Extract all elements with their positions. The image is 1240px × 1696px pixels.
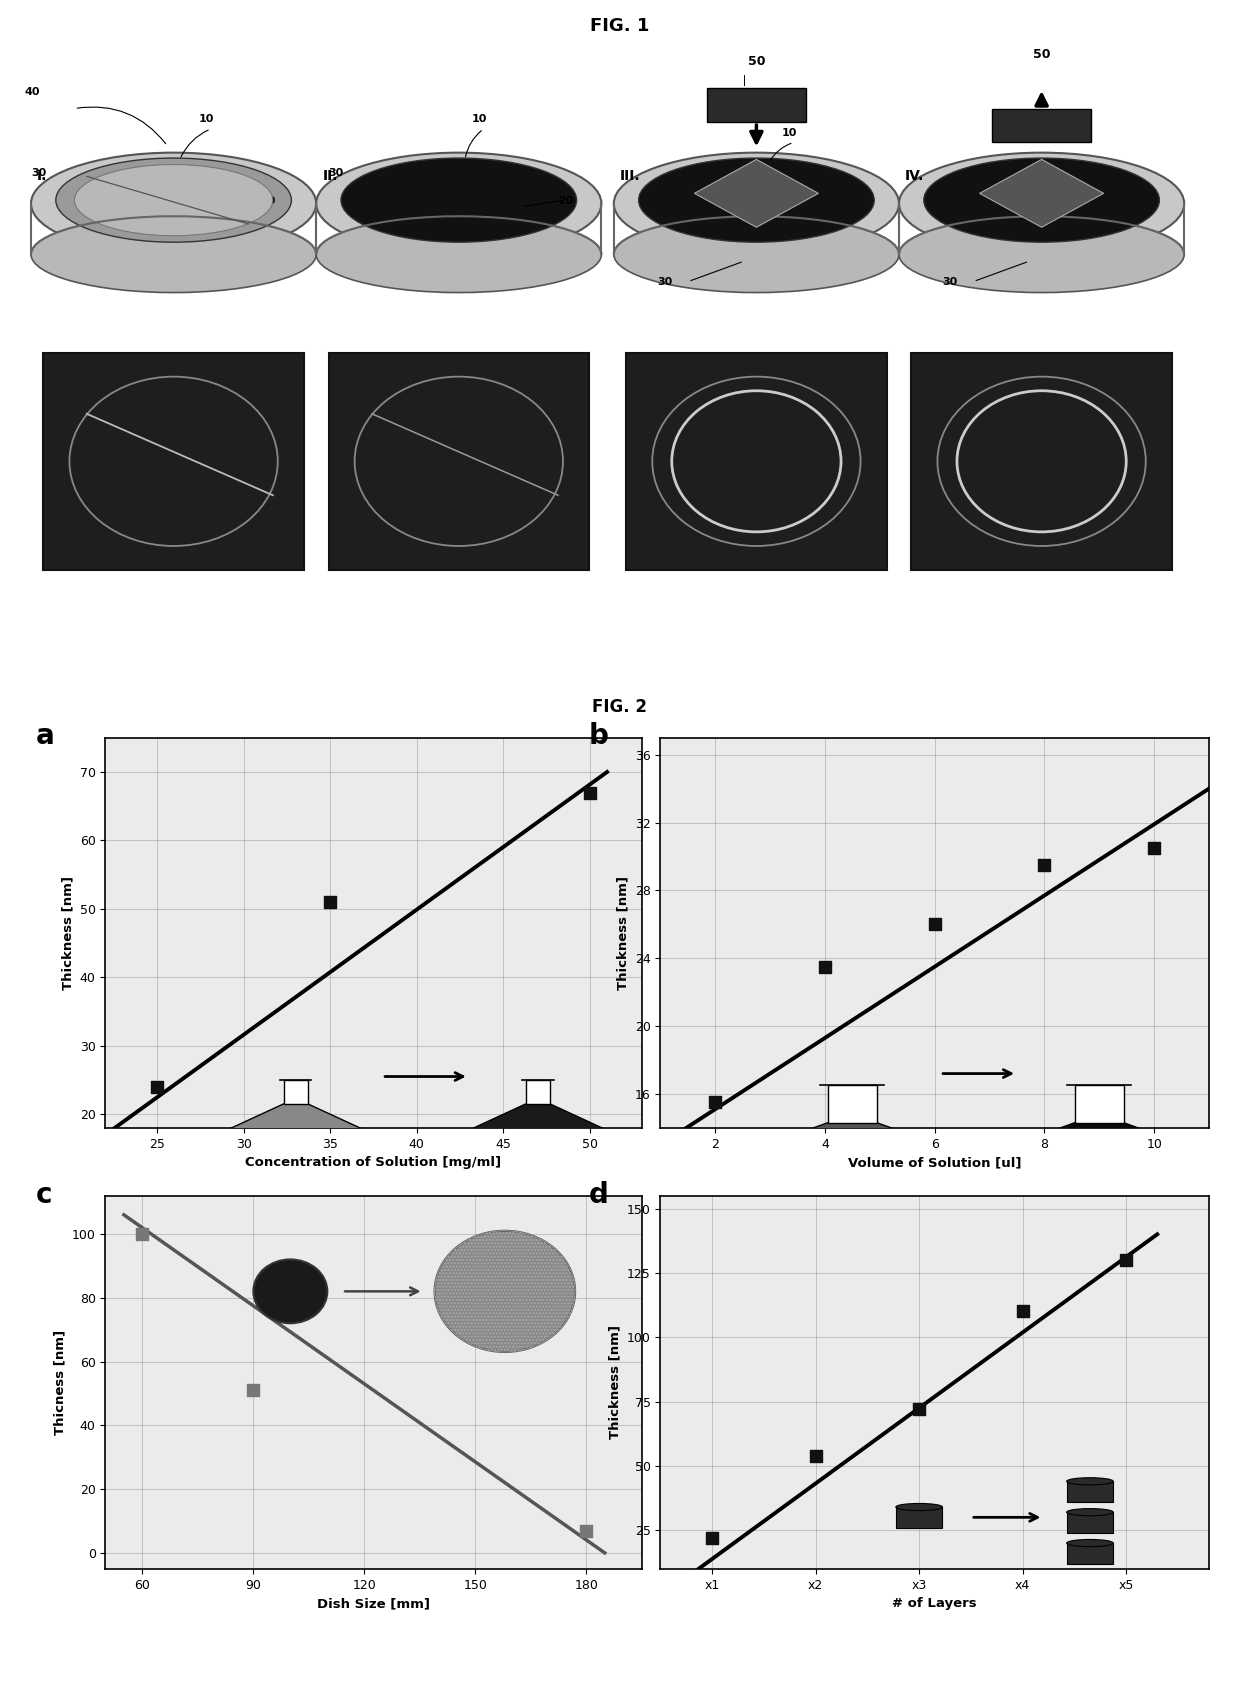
Bar <box>526 1080 551 1104</box>
Ellipse shape <box>1066 1540 1114 1547</box>
Polygon shape <box>453 1104 622 1138</box>
Point <box>925 911 945 938</box>
Text: I.: I. <box>37 170 47 183</box>
Point <box>320 889 340 916</box>
Bar <box>1066 1481 1114 1503</box>
Point <box>243 1377 263 1404</box>
Text: FIG. 1: FIG. 1 <box>590 17 650 36</box>
X-axis label: Concentration of Solution [mg/ml]: Concentration of Solution [mg/ml] <box>246 1157 502 1169</box>
Point <box>706 1089 725 1116</box>
Bar <box>707 88 806 122</box>
Ellipse shape <box>895 1503 942 1511</box>
Ellipse shape <box>253 1260 327 1323</box>
Text: 20: 20 <box>558 195 573 205</box>
Text: d: d <box>589 1180 609 1209</box>
Text: 20: 20 <box>260 195 275 205</box>
Ellipse shape <box>31 153 316 254</box>
Point <box>1116 1247 1136 1274</box>
Text: a: a <box>36 722 55 750</box>
Text: IV.: IV. <box>905 170 925 183</box>
Text: III.: III. <box>620 170 641 183</box>
X-axis label: Volume of Solution [ul]: Volume of Solution [ul] <box>848 1157 1022 1169</box>
Ellipse shape <box>1066 1508 1114 1516</box>
Point <box>577 1516 596 1543</box>
Ellipse shape <box>316 217 601 293</box>
Bar <box>827 1085 877 1123</box>
Point <box>806 1442 826 1469</box>
Text: 40: 40 <box>25 86 40 97</box>
Text: 10: 10 <box>471 114 486 124</box>
Point <box>133 1221 153 1248</box>
Text: 10: 10 <box>781 127 796 137</box>
Polygon shape <box>680 1123 1025 1177</box>
Ellipse shape <box>1066 1477 1114 1486</box>
Bar <box>1075 1085 1123 1123</box>
Ellipse shape <box>31 217 316 293</box>
Point <box>1013 1297 1033 1325</box>
Y-axis label: Thickness [nm]: Thickness [nm] <box>61 875 74 990</box>
Ellipse shape <box>614 153 899 254</box>
Ellipse shape <box>639 158 874 243</box>
Point <box>702 1525 722 1552</box>
Polygon shape <box>694 159 818 227</box>
Bar <box>284 1080 308 1104</box>
Polygon shape <box>211 1104 381 1138</box>
Text: 30: 30 <box>31 168 46 178</box>
Polygon shape <box>980 159 1104 227</box>
Bar <box>1066 1543 1114 1564</box>
Bar <box>329 353 589 570</box>
Text: c: c <box>36 1180 52 1209</box>
Text: 30: 30 <box>657 276 672 287</box>
Ellipse shape <box>899 153 1184 254</box>
Ellipse shape <box>316 153 601 254</box>
Text: 10: 10 <box>198 114 213 124</box>
Point <box>1145 834 1164 862</box>
Ellipse shape <box>56 158 291 243</box>
Ellipse shape <box>434 1231 575 1352</box>
Ellipse shape <box>899 217 1184 293</box>
Text: FIG. 2: FIG. 2 <box>593 697 647 716</box>
Bar <box>626 353 887 570</box>
Bar <box>895 1508 942 1528</box>
Ellipse shape <box>614 217 899 293</box>
Ellipse shape <box>924 158 1159 243</box>
Y-axis label: Thickness [nm]: Thickness [nm] <box>616 875 629 990</box>
Point <box>148 1074 167 1101</box>
Polygon shape <box>926 1123 1240 1177</box>
Bar <box>1066 1513 1114 1533</box>
Ellipse shape <box>341 158 577 243</box>
Bar <box>43 353 304 570</box>
Y-axis label: Thickness [nm]: Thickness [nm] <box>608 1325 621 1440</box>
Text: b: b <box>589 722 609 750</box>
Point <box>815 953 835 980</box>
Bar <box>911 353 1172 570</box>
Ellipse shape <box>74 165 273 236</box>
Text: 50: 50 <box>1033 47 1050 61</box>
Text: II.: II. <box>322 170 337 183</box>
Point <box>909 1396 929 1423</box>
Text: 30: 30 <box>329 168 343 178</box>
Point <box>580 778 600 806</box>
Point <box>1034 851 1054 879</box>
Bar <box>992 109 1091 142</box>
X-axis label: # of Layers: # of Layers <box>893 1598 977 1610</box>
X-axis label: Dish Size [mm]: Dish Size [mm] <box>317 1598 430 1610</box>
Text: 50: 50 <box>748 54 765 68</box>
Text: 30: 30 <box>942 276 957 287</box>
Y-axis label: Thicness [nm]: Thicness [nm] <box>53 1330 66 1435</box>
